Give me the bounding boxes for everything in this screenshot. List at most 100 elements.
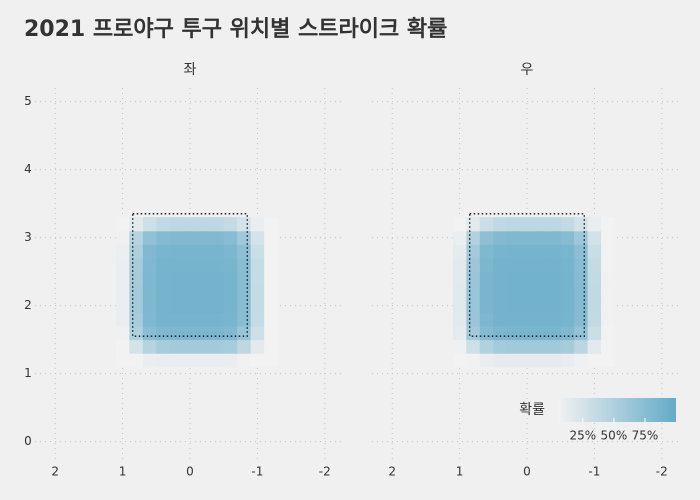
heatmap-cell bbox=[533, 312, 548, 327]
heatmap-cell bbox=[210, 312, 225, 327]
heatmap-cell bbox=[547, 271, 562, 286]
heatmap-cell bbox=[560, 326, 575, 341]
heatmap-cell bbox=[452, 298, 467, 313]
heatmap-cell bbox=[520, 339, 535, 354]
heatmap-cell bbox=[115, 339, 130, 354]
heatmap-cell bbox=[264, 298, 279, 313]
heatmap-cell bbox=[466, 285, 481, 300]
heatmap-cell bbox=[520, 230, 535, 245]
heatmap-cell bbox=[452, 312, 467, 327]
heatmap-cell bbox=[547, 217, 562, 232]
heatmap-cell bbox=[479, 312, 494, 327]
y-tick-label: 2 bbox=[24, 298, 32, 312]
heatmap-cell bbox=[479, 271, 494, 286]
heatmap-cell bbox=[574, 353, 589, 368]
heatmap-cell bbox=[129, 258, 144, 273]
heatmap-cell bbox=[506, 353, 521, 368]
heatmap-cell bbox=[587, 258, 602, 273]
heatmap-cell bbox=[250, 298, 265, 313]
heatmap-cell bbox=[183, 271, 198, 286]
heatmap-cell bbox=[264, 271, 279, 286]
y-tick-label: 3 bbox=[24, 230, 32, 244]
heatmap-cell bbox=[479, 298, 494, 313]
heatmap-cell bbox=[223, 339, 238, 354]
heatmap-cell bbox=[115, 258, 130, 273]
heatmap-cell bbox=[142, 271, 157, 286]
heatmap-cell bbox=[264, 285, 279, 300]
chart-title: 2021 프로야구 투구 위치별 스트라이크 확률 bbox=[24, 17, 447, 42]
heatmap-cell bbox=[506, 312, 521, 327]
heatmap-cell bbox=[452, 326, 467, 341]
y-tick-label: 4 bbox=[24, 162, 32, 176]
heatmap-cell bbox=[264, 217, 279, 232]
heatmap-cell bbox=[520, 258, 535, 273]
heatmap-cell bbox=[129, 285, 144, 300]
heatmap-cell bbox=[156, 217, 171, 232]
heatmap-cell bbox=[142, 285, 157, 300]
heatmap-cell bbox=[223, 298, 238, 313]
heatmap-cell bbox=[520, 285, 535, 300]
heatmap-cell bbox=[533, 258, 548, 273]
heatmap-cell bbox=[601, 217, 616, 232]
heatmap-cell bbox=[452, 285, 467, 300]
heatmap-cell bbox=[506, 217, 521, 232]
heatmap-cell bbox=[466, 258, 481, 273]
heatmap-cell bbox=[250, 353, 265, 368]
heatmap-cell bbox=[142, 217, 157, 232]
heatmap-cell bbox=[533, 285, 548, 300]
heatmap-cell bbox=[250, 339, 265, 354]
heatmap-cell bbox=[223, 258, 238, 273]
heatmap-cell bbox=[210, 285, 225, 300]
heatmap-cell bbox=[183, 244, 198, 259]
heatmap-cell bbox=[223, 271, 238, 286]
heatmap-cell bbox=[547, 285, 562, 300]
heatmap-cell bbox=[466, 271, 481, 286]
heatmap-cell bbox=[183, 298, 198, 313]
heatmap-cell bbox=[520, 353, 535, 368]
heatmap-cell bbox=[466, 339, 481, 354]
heatmap-cell bbox=[142, 326, 157, 341]
heatmap-cell bbox=[574, 258, 589, 273]
heatmap-cell bbox=[129, 339, 144, 354]
heatmap-cell bbox=[533, 271, 548, 286]
heatmap-cell bbox=[183, 217, 198, 232]
heatmap-cell bbox=[506, 271, 521, 286]
heatmap-cell bbox=[587, 230, 602, 245]
legend-title: 확률 bbox=[519, 402, 545, 418]
heatmap-cell bbox=[196, 258, 211, 273]
heatmap-cell bbox=[196, 312, 211, 327]
heatmap-cell bbox=[601, 326, 616, 341]
heatmap-cell bbox=[520, 326, 535, 341]
heatmap-cell bbox=[264, 326, 279, 341]
heatmap-cell bbox=[250, 258, 265, 273]
heatmap-cell bbox=[587, 217, 602, 232]
heatmap-cell bbox=[452, 353, 467, 368]
heatmap-cell bbox=[574, 244, 589, 259]
heatmap-cell bbox=[210, 353, 225, 368]
x-tick-label: 1 bbox=[119, 465, 127, 479]
heatmap-cell bbox=[250, 312, 265, 327]
heatmap-cell bbox=[560, 217, 575, 232]
heatmap-cell bbox=[115, 326, 130, 341]
heatmap-cell bbox=[547, 339, 562, 354]
heatmap-cell bbox=[466, 353, 481, 368]
heatmap-cell bbox=[547, 244, 562, 259]
heatmap-cell bbox=[601, 271, 616, 286]
heatmap-cell bbox=[506, 244, 521, 259]
heatmap-cell bbox=[601, 312, 616, 327]
heatmap-cell bbox=[156, 339, 171, 354]
y-tick-label: 1 bbox=[24, 366, 32, 380]
heatmap-cell bbox=[574, 271, 589, 286]
x-tick-label: 2 bbox=[388, 465, 396, 479]
heatmap-cell bbox=[210, 339, 225, 354]
heatmap-cell bbox=[479, 285, 494, 300]
x-tick-label: 1 bbox=[456, 465, 464, 479]
heatmap-cell bbox=[587, 271, 602, 286]
heatmap-cell bbox=[183, 326, 198, 341]
facet-title: 좌 bbox=[184, 62, 197, 78]
heatmap-cell bbox=[237, 271, 252, 286]
heatmap-cell bbox=[493, 258, 508, 273]
heatmap-cell bbox=[479, 339, 494, 354]
heatmap-cell bbox=[506, 326, 521, 341]
heatmap-cell bbox=[156, 271, 171, 286]
